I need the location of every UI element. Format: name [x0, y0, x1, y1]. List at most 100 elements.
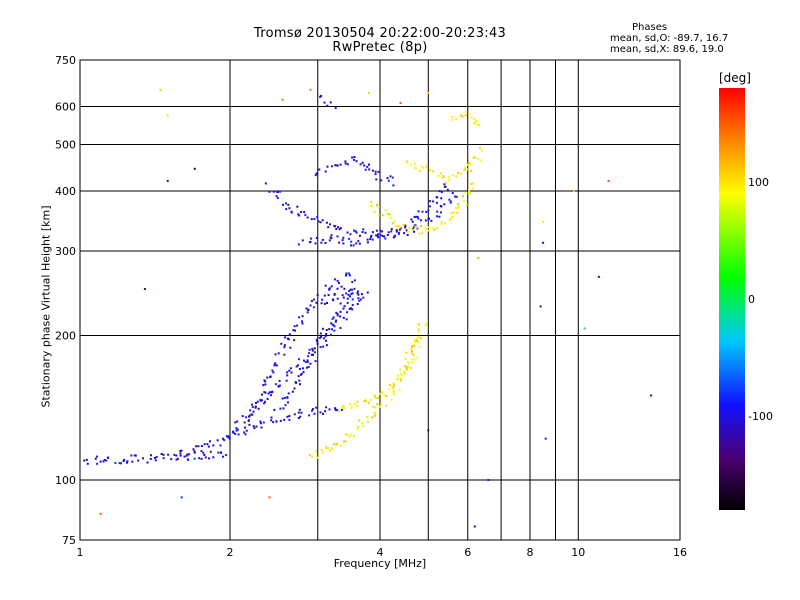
data-point: [411, 345, 414, 348]
data-point: [348, 290, 351, 292]
data-point: [350, 433, 353, 436]
data-point: [349, 295, 351, 298]
data-point: [424, 228, 427, 230]
data-point: [251, 406, 254, 409]
data-point: [361, 161, 364, 164]
data-point: [328, 239, 331, 242]
data-point: [274, 383, 277, 386]
data-point: [373, 394, 376, 397]
data-point: [286, 337, 289, 340]
data-point: [261, 399, 263, 402]
data-point: [122, 460, 125, 462]
data-point: [162, 457, 165, 460]
data-point: [251, 403, 253, 406]
data-point: [313, 218, 316, 220]
data-point: [346, 311, 349, 314]
data-point: [261, 393, 263, 396]
data-point: [427, 429, 430, 432]
data-point: [467, 192, 470, 195]
data-point: [245, 429, 248, 432]
data-point: [456, 206, 459, 209]
data-point: [455, 195, 458, 198]
data-point: [361, 422, 364, 425]
data-point: [354, 230, 357, 233]
data-point: [539, 305, 542, 308]
data-point: [415, 338, 418, 341]
data-point: [440, 205, 443, 208]
data-point: [212, 456, 215, 459]
data-point: [363, 164, 366, 167]
data-point: [435, 201, 438, 204]
data-point: [377, 214, 380, 217]
data-point: [219, 444, 222, 447]
data-point: [339, 327, 342, 329]
data-point: [597, 275, 600, 278]
data-point: [347, 293, 350, 296]
data-point: [407, 365, 410, 368]
data-point: [275, 364, 278, 367]
data-point: [436, 210, 439, 213]
data-point: [288, 369, 291, 372]
data-point: [416, 215, 419, 218]
data-point: [325, 406, 328, 409]
data-point: [379, 233, 382, 236]
data-point: [271, 390, 274, 393]
data-point: [237, 433, 240, 436]
data-point: [364, 231, 367, 234]
data-point: [366, 291, 369, 294]
data-point: [343, 287, 346, 290]
data-point: [421, 232, 423, 235]
data-point: [179, 450, 182, 452]
data-point: [417, 323, 420, 326]
data-point: [344, 440, 347, 443]
stats-o-mode: mean, sd,O: -89.7, 16.7: [610, 33, 729, 44]
data-point: [417, 341, 420, 344]
data-point: [312, 408, 314, 411]
data-point: [325, 339, 327, 342]
data-point: [344, 160, 347, 163]
data-point: [384, 237, 387, 240]
data-point: [264, 400, 266, 403]
data-point: [386, 177, 389, 179]
data-point: [337, 226, 340, 229]
data-point: [254, 405, 257, 408]
data-point: [370, 200, 372, 203]
data-point: [119, 462, 122, 465]
data-point: [331, 447, 333, 450]
data-point: [235, 429, 238, 432]
data-point: [334, 107, 337, 110]
data-point: [404, 224, 407, 227]
data-point: [259, 399, 262, 402]
data-point: [216, 439, 219, 442]
data-point: [412, 226, 415, 229]
data-point: [96, 462, 99, 465]
data-point: [324, 335, 327, 338]
data-point: [355, 242, 358, 245]
data-point: [370, 234, 373, 237]
data-point: [406, 234, 409, 236]
data-point: [311, 455, 313, 458]
data-point: [435, 227, 438, 230]
data-point: [334, 407, 336, 410]
data-point: [455, 175, 458, 178]
data-point: [324, 242, 327, 244]
data-point: [225, 454, 228, 457]
data-point: [440, 172, 442, 175]
data-point: [339, 302, 342, 305]
data-point: [463, 168, 466, 171]
data-point: [319, 411, 322, 414]
data-point: [401, 374, 404, 377]
data-point: [340, 406, 343, 409]
plot-frame: [79, 59, 681, 541]
data-point: [391, 176, 394, 179]
data-point: [399, 102, 402, 105]
data-point: [408, 362, 411, 365]
data-point: [364, 400, 367, 402]
data-point: [153, 457, 156, 459]
data-point: [374, 397, 377, 399]
data-point: [415, 215, 417, 218]
data-point: [289, 367, 292, 370]
chart-title: Tromsø 20130504 20:22:00-20:23:43: [253, 26, 507, 41]
data-point: [204, 456, 207, 459]
data-point: [298, 368, 301, 370]
